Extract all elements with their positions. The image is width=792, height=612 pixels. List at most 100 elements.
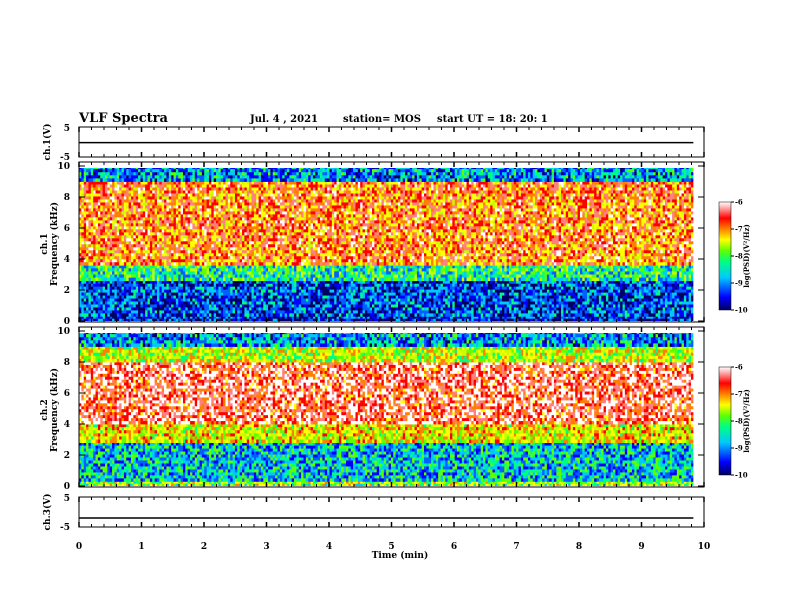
spectrogram-cell <box>178 318 182 321</box>
spectrogram-cell <box>532 310 536 314</box>
spectrogram-cell <box>657 265 661 269</box>
spectrogram-cell <box>674 283 678 288</box>
spectrogram-cell <box>414 298 418 302</box>
spectrogram-cell <box>395 292 399 296</box>
spectrogram-cell <box>90 292 94 296</box>
spectrogram-cell <box>483 307 486 311</box>
spectrogram-cell <box>303 304 307 308</box>
spectrogram-cell <box>527 298 531 302</box>
spectrogram-cell <box>603 295 607 299</box>
spectrogram-cell <box>145 301 148 305</box>
spectrogram-cell <box>303 283 307 288</box>
spectrogram-cell <box>199 289 203 293</box>
spectrogram-cell <box>672 283 675 288</box>
spectrogram-cell <box>79 238 82 242</box>
spectrogram-cell <box>178 277 182 282</box>
spectrogram-cell <box>275 301 278 305</box>
spectrogram-cell <box>506 283 510 288</box>
spectrogram-cell <box>315 280 319 285</box>
spectrogram-cell <box>535 289 538 293</box>
spectrogram-cell <box>291 277 295 282</box>
spectrogram-cell <box>119 277 122 282</box>
spectrogram-cell <box>561 298 564 302</box>
spectrogram-cell <box>364 283 368 288</box>
spectrogram-cell <box>650 304 654 308</box>
spectrogram-cell <box>615 298 619 302</box>
spectrogram-cell <box>674 304 678 308</box>
spectrogram-cell <box>433 307 437 311</box>
spectrogram-cell <box>173 307 177 311</box>
spectrogram-cell <box>79 220 82 224</box>
spectrogram-cell <box>258 304 262 308</box>
spectrogram-cell <box>549 292 552 296</box>
spectrogram-cell <box>511 307 515 311</box>
spectrogram-cell <box>260 277 264 282</box>
spectrogram-cell <box>230 268 233 272</box>
spectrogram-cell <box>634 316 638 320</box>
spectrogram-cell <box>542 292 545 296</box>
spectrogram-cell <box>239 316 243 320</box>
spectrogram-cell <box>322 304 326 308</box>
spectrogram-cell <box>487 298 491 302</box>
spectrogram-cell <box>336 307 340 311</box>
spectrogram-cell <box>175 318 179 321</box>
spectrogram-cell <box>331 298 335 302</box>
spectrogram-cell <box>572 310 576 314</box>
spectrogram-cell <box>464 283 467 288</box>
spectrogram-cell <box>263 310 267 314</box>
spectrogram-cell <box>95 316 99 320</box>
spectrogram-cell <box>572 313 576 317</box>
spectrogram-cell <box>175 298 179 302</box>
spectrogram-cell <box>279 286 283 291</box>
spectrogram-cell <box>523 313 526 317</box>
spectrogram-cell <box>428 277 432 282</box>
spectrogram-cell <box>426 318 430 321</box>
spectrogram-cell <box>447 301 451 305</box>
spectrogram-cell <box>454 304 458 308</box>
spectrogram-cell <box>237 268 241 272</box>
spectrogram-cell <box>532 277 536 282</box>
spectrogram-cell <box>424 304 427 308</box>
spectrogram-cell <box>327 283 330 288</box>
spectrogram-cell <box>119 292 122 296</box>
spectrogram-cell <box>239 298 243 302</box>
spectrogram-cell <box>312 310 316 314</box>
spectrogram-cell <box>570 265 574 269</box>
spectrogram-cell <box>499 292 503 296</box>
spectrogram-cell <box>553 316 557 320</box>
spectrogram-cell <box>516 295 519 299</box>
spectrogram-cell <box>383 268 387 272</box>
spectrogram-cell <box>497 286 501 291</box>
spectrogram-cell <box>79 208 82 212</box>
spectrogram-cell <box>395 313 399 317</box>
spectrogram-cell <box>161 298 165 302</box>
spectrogram-cell <box>480 274 484 278</box>
spectrogram-cell <box>551 268 555 272</box>
spectrogram-cell <box>166 280 170 285</box>
spectrogram-cell <box>242 313 245 317</box>
spectrogram-cell <box>133 265 137 269</box>
spectrogram-cell <box>199 313 203 317</box>
spectrogram-cell <box>303 313 307 317</box>
spectrogram-cell <box>407 292 411 296</box>
spectrogram-cell <box>199 283 203 288</box>
spectrogram-cell <box>594 271 597 275</box>
spectrogram-cell <box>466 286 470 291</box>
spectrogram-cell <box>438 268 441 272</box>
spectrogram-cell <box>277 286 281 291</box>
spectrogram-cell <box>629 268 633 272</box>
spectrogram-cell <box>449 295 453 299</box>
spectrogram-cell <box>492 292 496 296</box>
spectrogram-cell <box>579 265 583 269</box>
spectrogram-cell <box>308 307 311 311</box>
spectrogram-cell <box>419 295 423 299</box>
spectrogram-cell <box>164 271 167 275</box>
spectrogram-cell <box>79 187 82 191</box>
spectrogram-cell <box>457 292 460 296</box>
spectrogram-cell <box>473 310 477 314</box>
spectrogram-cell <box>213 289 217 293</box>
spectrogram-cell <box>504 304 508 308</box>
spectrogram-cell <box>216 304 219 308</box>
spectrogram-cell <box>490 313 493 317</box>
spectrogram-cell <box>336 280 340 285</box>
